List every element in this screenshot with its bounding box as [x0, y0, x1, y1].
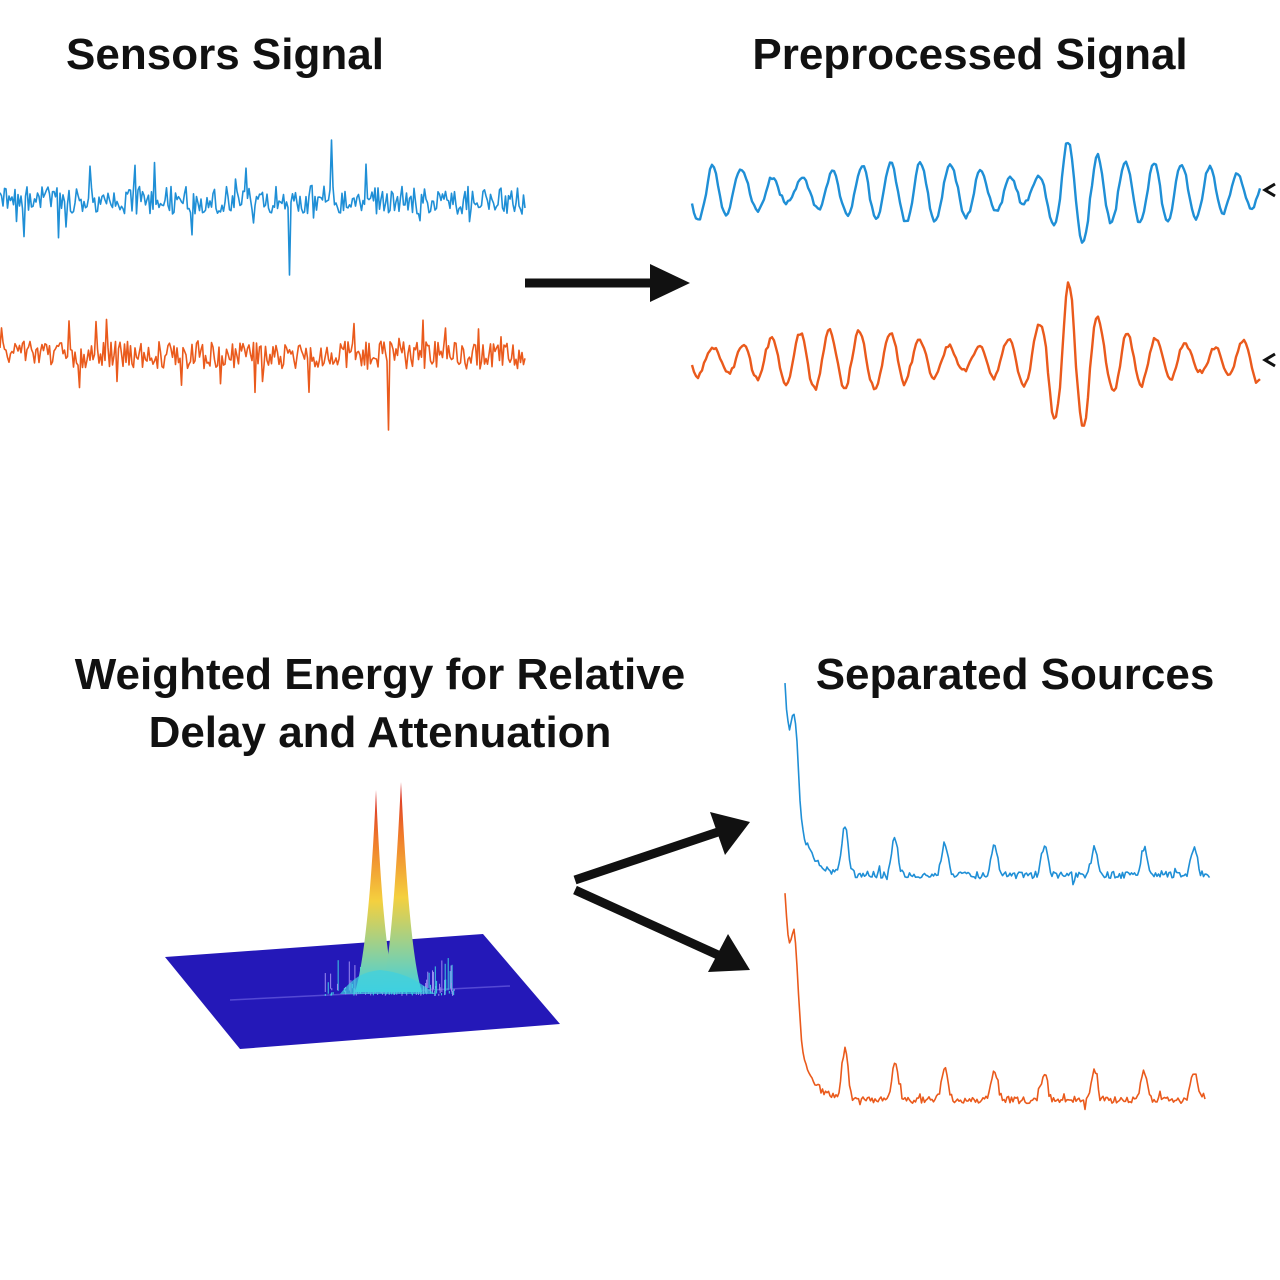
preprocessed-signal-2-trace — [690, 281, 1261, 427]
sensor-signal-1-trace — [0, 139, 526, 276]
separated-source-2-trace — [784, 893, 1206, 1111]
channel-1-marker-icon — [1262, 182, 1276, 198]
preprocessed-signal-title: Preprocessed Signal — [752, 30, 1188, 79]
energy-peak-base — [340, 970, 435, 994]
separated-source-1-trace — [784, 683, 1211, 886]
energy-peak-2 — [382, 782, 422, 992]
sensors-signal-panel — [0, 120, 530, 440]
energy-peak-1 — [355, 790, 396, 992]
channel-2-marker-icon — [1262, 352, 1276, 368]
preprocessed-signal-plot — [690, 141, 1276, 427]
preprocessed-signal-panel — [690, 120, 1276, 440]
preprocessed-signal-1-trace — [690, 141, 1262, 244]
separated-sources-panel — [770, 670, 1220, 1130]
arrow-fork-icon — [573, 812, 750, 972]
weighted-energy-title: Weighted Energy for Relative Delay and At… — [20, 646, 740, 762]
sensors-signal-plot — [0, 139, 526, 431]
arrow-right-icon — [525, 264, 690, 302]
weighted-energy-surface-panel — [150, 760, 570, 1060]
separated-sources-title: Separated Sources — [815, 650, 1215, 699]
weighted-energy-title-line-1: Weighted Energy for Relative — [74, 650, 686, 699]
sensors-signal-title: Sensors Signal — [66, 30, 384, 79]
sensor-signal-2-trace — [0, 318, 526, 431]
weighted-energy-title-line-2: Delay and Attenuation — [148, 708, 612, 757]
weighted-energy-surface — [165, 782, 560, 1049]
separated-sources-plot — [784, 683, 1211, 1111]
